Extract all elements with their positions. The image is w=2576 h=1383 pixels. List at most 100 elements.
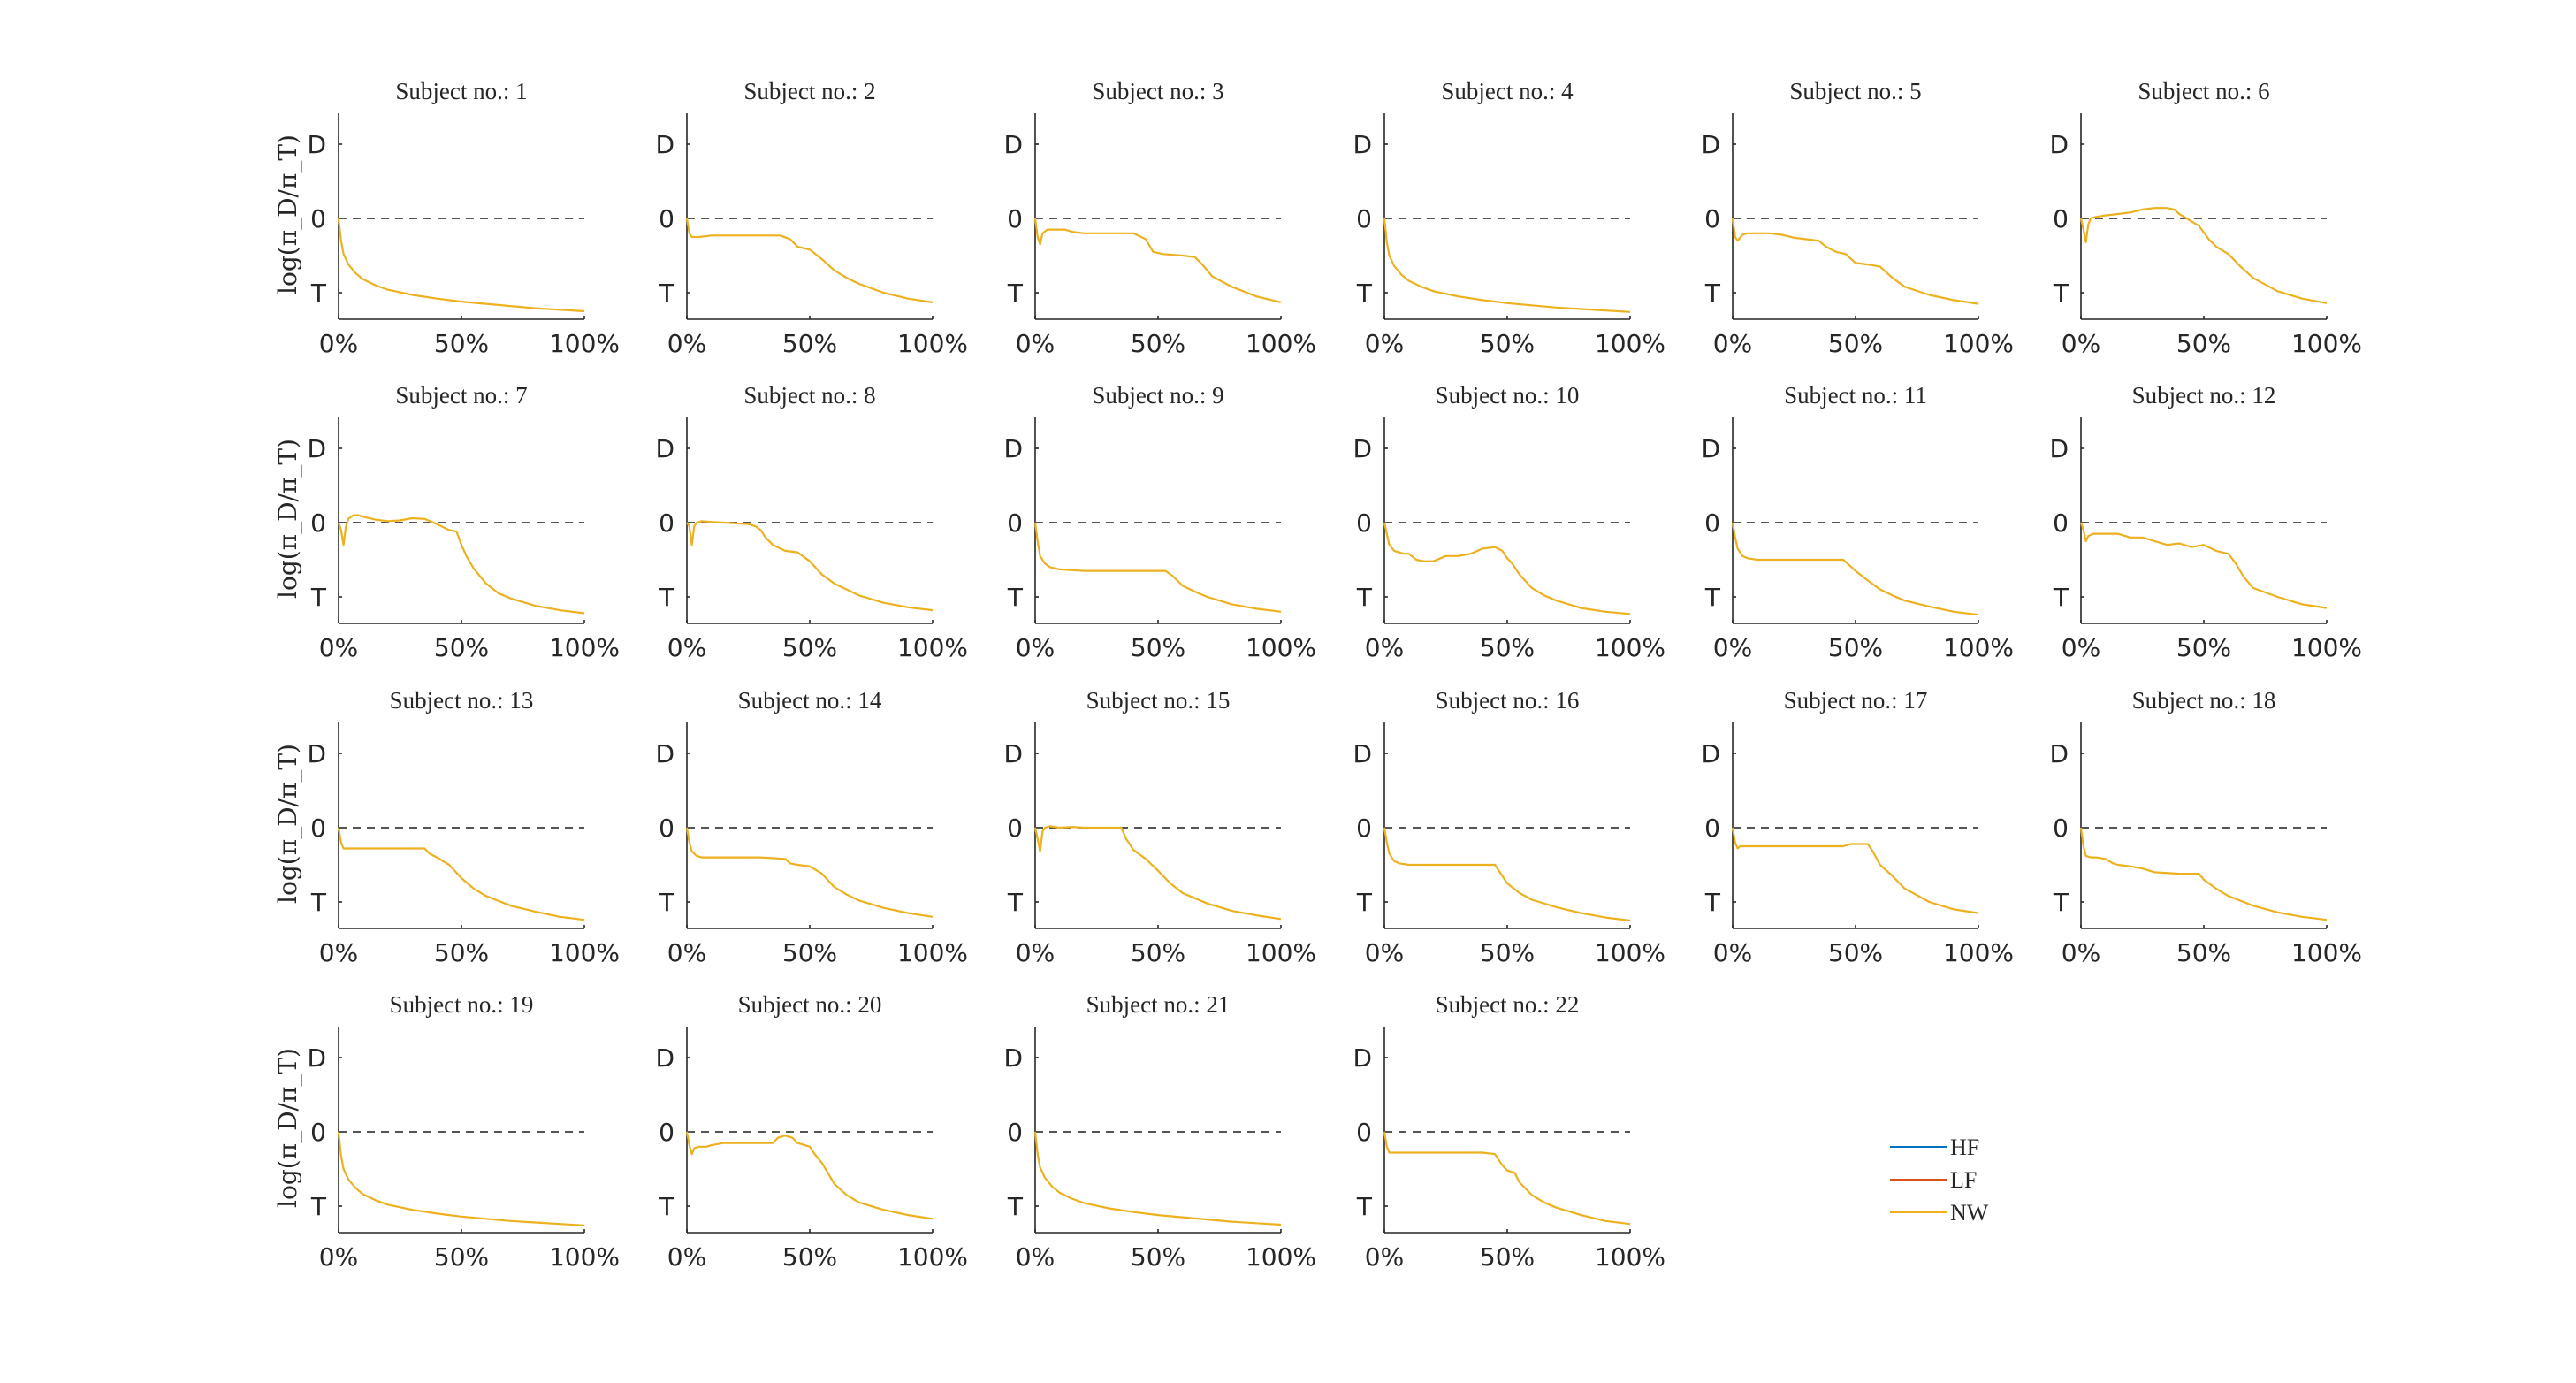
y-tick-label: 0 bbox=[310, 204, 326, 233]
y-tick-label: 0 bbox=[310, 508, 326, 538]
y-tick-label: D bbox=[655, 434, 674, 463]
y-tick-label: D bbox=[1701, 434, 1720, 463]
x-tick-label: 50% bbox=[1131, 633, 1185, 662]
y-tick-label: T bbox=[659, 888, 675, 917]
legend-label-lf: LF bbox=[1950, 1167, 1977, 1193]
subplot-subject-14: Subject no.: 14 D 0 T 0% 50% 100% bbox=[655, 687, 968, 967]
y-tick-label: 0 bbox=[1007, 1118, 1023, 1147]
x-tick-label: 100% bbox=[1595, 633, 1665, 662]
series-line-nw bbox=[2079, 827, 2328, 921]
x-tick-label: 0% bbox=[2062, 329, 2100, 358]
y-tick-label: T bbox=[310, 1192, 327, 1221]
x-tick-label: 50% bbox=[782, 938, 837, 967]
y-tick-label: T bbox=[1007, 279, 1024, 308]
x-tick-label: 50% bbox=[1828, 633, 1883, 662]
y-tick-label: T bbox=[659, 279, 675, 308]
subplot-title: Subject no.: 14 bbox=[738, 687, 882, 714]
x-tick-label: 50% bbox=[782, 633, 837, 662]
series-line-nw bbox=[1383, 218, 1631, 313]
x-tick-label: 0% bbox=[319, 633, 358, 662]
x-tick-label: 100% bbox=[1943, 633, 2014, 662]
y-tick-label: 0 bbox=[659, 1118, 674, 1147]
x-tick-label: 100% bbox=[1943, 329, 2014, 358]
x-tick-label: 50% bbox=[1828, 329, 1883, 358]
y-tick-label: D bbox=[1353, 1043, 1372, 1073]
y-tick-label: 0 bbox=[1704, 814, 1720, 843]
y-tick-label: T bbox=[1007, 1192, 1024, 1221]
x-tick-label: 0% bbox=[667, 633, 706, 662]
x-tick-label: 100% bbox=[1943, 938, 2014, 967]
x-tick-label: 0% bbox=[1016, 938, 1055, 967]
x-tick-label: 100% bbox=[549, 633, 620, 662]
y-tick-label: D bbox=[307, 739, 326, 768]
y-tick-label: D bbox=[1701, 739, 1720, 768]
x-tick-label: 0% bbox=[319, 329, 358, 358]
subplot-subject-7: Subject no.: 7 D 0 T 0% 50% 100% log(π_D/π_T) bbox=[273, 382, 620, 662]
x-tick-label: 0% bbox=[1365, 938, 1404, 967]
series-line-nw bbox=[337, 1131, 585, 1226]
subplot-subject-2: Subject no.: 2 D 0 T 0% 50% 100% bbox=[655, 78, 968, 358]
x-tick-label: 0% bbox=[319, 1242, 358, 1272]
y-tick-label: D bbox=[1353, 434, 1372, 463]
y-tick-label: 0 bbox=[1356, 1118, 1372, 1147]
x-tick-label: 0% bbox=[319, 938, 358, 967]
y-tick-label: D bbox=[1701, 130, 1720, 159]
y-axis-label: log(π_D/π_T) bbox=[273, 1048, 302, 1208]
subplot-title: Subject no.: 7 bbox=[395, 382, 527, 409]
y-tick-label: 0 bbox=[310, 814, 326, 843]
x-tick-label: 100% bbox=[1246, 329, 1316, 358]
subplot-subject-19: Subject no.: 19 D 0 T 0% 50% 100% log(π_D/π_T) bbox=[273, 991, 620, 1272]
subplot-subject-16: Subject no.: 16 D 0 T 0% 50% 100% bbox=[1353, 687, 1665, 967]
y-tick-label: 0 bbox=[1007, 814, 1023, 843]
y-tick-label: T bbox=[1007, 888, 1024, 917]
y-tick-label: 0 bbox=[2053, 508, 2069, 538]
y-tick-label: T bbox=[1704, 888, 1721, 917]
legend: HF LF NW bbox=[1890, 1135, 1989, 1226]
x-tick-label: 50% bbox=[2176, 938, 2231, 967]
x-tick-label: 0% bbox=[2062, 938, 2100, 967]
y-axis-label: log(π_D/π_T) bbox=[273, 439, 302, 599]
subplot-subject-13: Subject no.: 13 D 0 T 0% 50% 100% log(π_D/π_T) bbox=[273, 687, 620, 967]
subplot-subject-9: Subject no.: 9 D 0 T 0% 50% 100% bbox=[1003, 382, 1316, 662]
subplot-subject-12: Subject no.: 12 D 0 T 0% 50% 100% bbox=[2049, 382, 2362, 662]
subplot-title: Subject no.: 15 bbox=[1086, 687, 1231, 714]
x-tick-label: 50% bbox=[1828, 938, 1883, 967]
x-tick-label: 100% bbox=[1246, 633, 1316, 662]
series-line-nw bbox=[1383, 1131, 1631, 1226]
subplot-title: Subject no.: 10 bbox=[1436, 382, 1580, 409]
subplot-subject-18: Subject no.: 18 D 0 T 0% 50% 100% bbox=[2049, 687, 2362, 967]
x-tick-label: 100% bbox=[1246, 938, 1316, 967]
subplot-title: Subject no.: 11 bbox=[1784, 382, 1927, 409]
x-tick-label: 0% bbox=[1365, 1242, 1404, 1272]
series-line-nw bbox=[2079, 522, 2328, 609]
y-tick-label: 0 bbox=[1704, 508, 1720, 538]
y-tick-label: T bbox=[2053, 888, 2069, 917]
series-line-nw bbox=[1383, 827, 1631, 922]
subplot-title: Subject no.: 19 bbox=[390, 991, 534, 1018]
x-tick-label: 50% bbox=[1480, 633, 1535, 662]
subplot-title: Subject no.: 17 bbox=[1784, 687, 1928, 714]
subplot-title: Subject no.: 13 bbox=[390, 687, 534, 714]
y-tick-label: D bbox=[1003, 739, 1023, 768]
x-tick-label: 50% bbox=[1131, 329, 1185, 358]
subplot-title: Subject no.: 20 bbox=[738, 991, 882, 1018]
y-tick-label: 0 bbox=[1704, 204, 1720, 233]
y-tick-label: 0 bbox=[1356, 204, 1372, 233]
series-line-nw bbox=[1033, 218, 1282, 303]
y-tick-label: D bbox=[655, 1043, 674, 1073]
series-line-nw bbox=[685, 827, 934, 918]
subplot-title: Subject no.: 9 bbox=[1092, 382, 1223, 409]
series-line-nw bbox=[1731, 827, 1979, 914]
subplot-subject-10: Subject no.: 10 D 0 T 0% 50% 100% bbox=[1353, 382, 1665, 662]
series-line-nw bbox=[685, 218, 934, 303]
x-tick-label: 0% bbox=[1713, 329, 1752, 358]
x-tick-label: 50% bbox=[434, 1242, 489, 1272]
subplot-subject-22: Subject no.: 22 D 0 T 0% 50% 100% bbox=[1353, 991, 1665, 1272]
subplot-subject-21: Subject no.: 21 D 0 T 0% 50% 100% bbox=[1003, 991, 1316, 1272]
x-tick-label: 0% bbox=[1016, 329, 1055, 358]
x-tick-label: 50% bbox=[782, 329, 837, 358]
x-tick-label: 0% bbox=[667, 1242, 706, 1272]
legend-label-hf: HF bbox=[1950, 1135, 1979, 1160]
y-tick-label: T bbox=[659, 1192, 675, 1221]
